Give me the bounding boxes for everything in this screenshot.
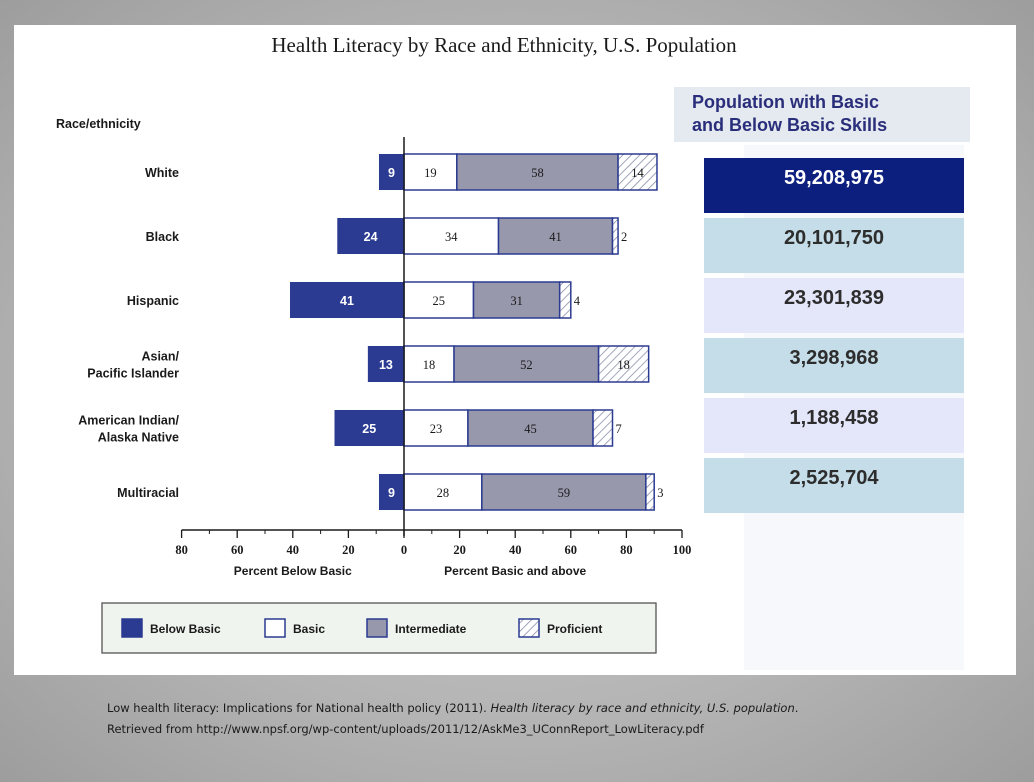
data-label-below-basic: 25 (362, 422, 376, 436)
data-label-intermediate: 41 (549, 230, 562, 244)
category-label: Multiracial (117, 486, 179, 500)
data-label-proficient: 14 (631, 166, 644, 180)
data-label-below-basic: 9 (388, 486, 395, 500)
data-label-proficient: 3 (657, 486, 663, 500)
slide: Health Literacy by Race and Ethnicity, U… (14, 25, 1016, 675)
legend-swatch (366, 618, 388, 638)
x-tick-label: 100 (673, 543, 692, 557)
category-label: Pacific Islander (87, 367, 179, 381)
x-tick-label: 80 (620, 543, 633, 557)
category-header: Race/ethnicity (56, 117, 141, 131)
citation-period: . (794, 701, 799, 715)
legend-label: Basic (293, 622, 325, 636)
bar-intermediate (472, 281, 561, 319)
data-label-proficient: 18 (617, 358, 630, 372)
data-label-intermediate: 59 (558, 486, 571, 500)
data-label-proficient: 7 (616, 422, 622, 436)
data-label-basic: 25 (433, 294, 446, 308)
data-label-basic: 28 (437, 486, 450, 500)
bar-basic (403, 345, 455, 383)
category-label: Asian/ (141, 350, 179, 364)
bar-below-basic (367, 346, 404, 382)
bar-intermediate (481, 473, 647, 511)
x-tick-label: 60 (565, 543, 578, 557)
bar-below-basic (337, 218, 404, 254)
category-label: American Indian/ (78, 414, 179, 428)
citation: Low health literacy: Implications for Na… (107, 698, 1007, 740)
legend-swatch (264, 618, 286, 638)
population-header-line: Population with Basic (692, 92, 880, 112)
data-label-below-basic: 41 (340, 294, 354, 308)
legend-swatch (121, 618, 143, 638)
x-axis-label-left: Percent Below Basic (234, 564, 352, 578)
x-tick-label: 0 (401, 543, 407, 557)
bar-proficient (645, 473, 655, 511)
data-label-basic: 23 (430, 422, 443, 436)
bar-below-basic (378, 154, 404, 190)
x-tick-label: 40 (509, 543, 522, 557)
legend-label: Intermediate (395, 622, 467, 636)
data-label-basic: 34 (445, 230, 458, 244)
chart-title: Health Literacy by Race and Ethnicity, U… (271, 33, 737, 57)
bar-below-basic (378, 474, 404, 510)
legend-label: Below Basic (150, 622, 221, 636)
bar-below-basic (290, 282, 404, 318)
data-label-below-basic: 9 (388, 166, 395, 180)
bar-intermediate (467, 409, 594, 447)
legend-swatch (518, 618, 540, 638)
population-value: 2,525,704 (704, 458, 964, 513)
bar-intermediate (453, 345, 600, 383)
data-label-intermediate: 45 (524, 422, 537, 436)
population-value: 3,298,968 (704, 338, 964, 393)
bar-intermediate (456, 153, 619, 191)
category-label: Black (146, 230, 179, 244)
data-label-basic: 18 (423, 358, 436, 372)
citation-italic-title: Health literacy by race and ethnicity, U… (490, 701, 795, 715)
data-label-intermediate: 58 (531, 166, 544, 180)
category-label: Hispanic (127, 294, 179, 308)
population-value: 1,188,458 (704, 398, 964, 453)
data-label-proficient: 2 (621, 230, 627, 244)
bar-intermediate (497, 217, 614, 255)
population-value: 23,301,839 (704, 278, 964, 333)
data-label-intermediate: 52 (520, 358, 533, 372)
x-tick-label: 40 (287, 543, 300, 557)
bar-proficient (597, 345, 650, 383)
x-tick-label: 60 (231, 543, 244, 557)
category-label: Alaska Native (98, 431, 179, 445)
category-label: White (145, 166, 179, 180)
bar-proficient (611, 217, 619, 255)
data-label-proficient: 4 (574, 294, 581, 308)
population-panel-header: Population with Basic and Below Basic Ski… (674, 87, 970, 142)
bar-proficient (592, 409, 614, 447)
citation-url: Retrieved from http://www.npsf.org/wp-co… (107, 722, 704, 736)
citation-text: Low health literacy: Implications for Na… (107, 701, 487, 715)
population-value: 59,208,975 (704, 158, 964, 213)
bar-basic (403, 409, 469, 447)
data-label-below-basic: 13 (379, 358, 393, 372)
data-label-basic: 19 (424, 166, 437, 180)
legend-label: Proficient (547, 622, 602, 636)
bar-below-basic (334, 410, 404, 446)
data-label-below-basic: 24 (364, 230, 378, 244)
population-value: 20,101,750 (704, 218, 964, 273)
bar-basic (403, 217, 500, 255)
data-label-intermediate: 31 (510, 294, 523, 308)
population-header-line: and Below Basic Skills (692, 115, 888, 135)
bar-proficient (558, 281, 572, 319)
x-axis-label-right: Percent Basic and above (444, 564, 586, 578)
bar-proficient (617, 153, 658, 191)
x-tick-label: 20 (342, 543, 355, 557)
x-tick-label: 80 (175, 543, 188, 557)
x-tick-label: 20 (453, 543, 466, 557)
